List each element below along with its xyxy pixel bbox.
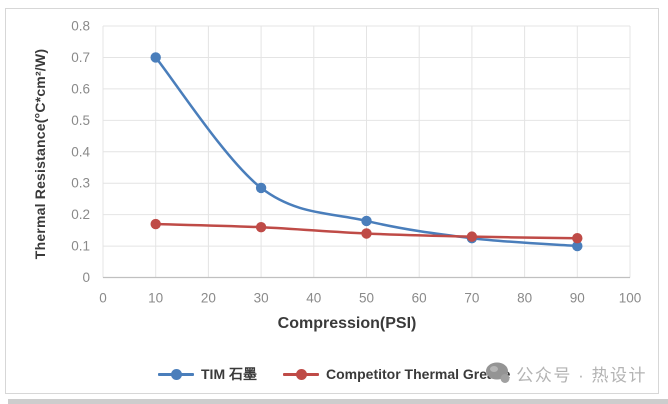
watermark: 公众号 · 热设计	[485, 361, 647, 385]
data-point-marker	[255, 222, 267, 233]
x-tick-label: 40	[306, 291, 321, 306]
x-axis-title: Compression(PSI)	[277, 315, 417, 332]
data-point-marker	[466, 231, 478, 242]
x-tick-label: 80	[517, 291, 532, 306]
watermark-blob-icon	[486, 362, 510, 383]
data-point-marker	[572, 240, 583, 252]
watermark-text: 公众号 · 热设计	[516, 365, 647, 385]
x-tick-label: 20	[201, 291, 216, 306]
y-tick-label: 0.3	[71, 176, 90, 191]
data-point-marker	[150, 218, 161, 230]
x-tick-label: 30	[254, 291, 269, 306]
y-tick-label: 0.7	[71, 50, 90, 65]
x-tick-label: 10	[148, 291, 163, 306]
x-tick-label: 70	[464, 291, 479, 306]
y-tick-label: 0.4	[71, 144, 90, 159]
legend: TIM 石墨 Competitor Thermal Grease	[158, 364, 510, 384]
y-axis-title: Thermal Resistance(°C*cm²/W)	[32, 48, 48, 260]
legend-line-marker-icon	[283, 368, 319, 380]
data-point-marker	[361, 215, 372, 227]
legend-label: Competitor Thermal Grease	[326, 366, 511, 382]
y-tick-label: 0.5	[71, 113, 90, 128]
legend-item: TIM 石墨	[158, 364, 257, 384]
data-point-marker	[150, 52, 161, 63]
cropped-content-edge	[8, 399, 668, 404]
x-tick-label: 100	[619, 291, 642, 306]
y-tick-label: 0.1	[71, 239, 90, 254]
x-tick-label: 50	[359, 291, 374, 306]
x-tick-label: 90	[570, 291, 585, 306]
data-point-marker	[361, 228, 372, 239]
legend-dot-icon	[296, 368, 307, 380]
legend-dot-icon	[171, 368, 182, 380]
legend-item: Competitor Thermal Grease	[283, 366, 510, 382]
legend-label: TIM 石墨	[201, 366, 257, 382]
x-tick-label: 60	[412, 291, 427, 306]
y-tick-label: 0.6	[71, 81, 90, 96]
data-point-marker	[255, 182, 267, 194]
chart-border-frame	[5, 8, 659, 394]
y-tick-label: 0.2	[71, 207, 90, 222]
y-tick-label: 0.8	[71, 19, 90, 34]
legend-line-marker-icon	[158, 368, 194, 380]
data-point-marker	[572, 233, 583, 244]
x-tick-label: 0	[99, 291, 107, 306]
y-tick-label: 0	[82, 270, 90, 285]
